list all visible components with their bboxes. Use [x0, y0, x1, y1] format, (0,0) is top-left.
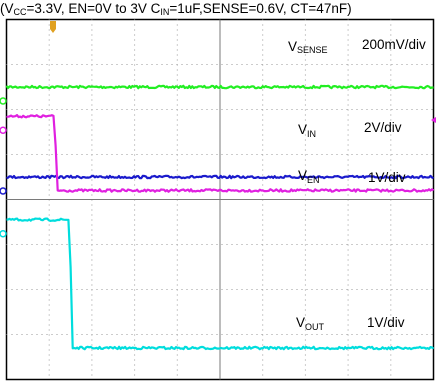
ven-scale: 1V/div [368, 170, 406, 185]
trigger-marker-icon [50, 21, 56, 33]
trace-vin [6, 174, 434, 180]
trace-vsense [5, 84, 434, 90]
title-vcc-subscript: CC [13, 7, 27, 17]
channel-markers [0, 97, 7, 238]
ch-offset-arrow-icon [431, 117, 436, 123]
title-text-middle: =3.3V, EN=0V to 3V C [26, 1, 161, 16]
oscilloscope-screen: VSENSE 200mV/div VIN 2V/div VEN 1V/div V… [0, 18, 436, 381]
ven-label: VEN [298, 168, 320, 185]
vin-label: VIN [298, 122, 316, 139]
title-cin-subscript: IN [160, 7, 170, 17]
chart-title: (VCC=3.3V, EN=0V to 3V CIN=1uF,SENSE=0.6… [0, 0, 437, 18]
scope-traces [5, 84, 435, 351]
vsense-scale: 200mV/div [362, 37, 426, 52]
trace-ven [6, 113, 435, 193]
title-text-open: (V [0, 1, 14, 16]
marker-vsense-icon [0, 97, 7, 105]
trace-vout [6, 217, 435, 351]
marker-vin-icon [0, 187, 7, 195]
title-text-end: =1uF,SENSE=0.6V, CT=47nF) [169, 1, 352, 16]
vin-scale: 2V/div [364, 120, 402, 135]
vout-scale: 1V/div [367, 315, 405, 330]
vsense-label: VSENSE [288, 39, 328, 55]
vout-label: VOUT [296, 315, 325, 332]
marker-ven-icon [0, 126, 7, 134]
scope-grid [6, 19, 434, 380]
marker-vout-icon [0, 230, 7, 238]
